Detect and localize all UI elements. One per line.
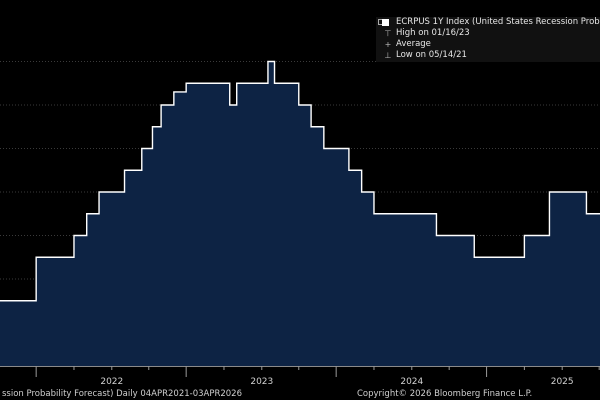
x-tick-label: 2023	[250, 377, 274, 387]
average-marker-icon: +	[384, 40, 392, 49]
footer-copyright: Copyright© 2026 Bloomberg Finance L.P.	[357, 389, 533, 399]
legend-average: + Average	[376, 39, 600, 50]
low-marker-icon: ⊥	[384, 51, 392, 60]
legend-low-label: Low on 05/14/21	[396, 50, 467, 60]
x-tick-label: 2022	[100, 377, 124, 387]
series-swatch-icon	[382, 19, 389, 26]
high-marker-icon: ⊤	[384, 29, 392, 38]
x-tick-label: 2024	[400, 377, 424, 387]
legend-average-label: Average	[396, 39, 431, 49]
x-axis	[0, 366, 600, 377]
series-area-fill	[0, 61, 600, 366]
series-area-group	[0, 60, 600, 366]
legend-series: ECRPUS 1Y Index (United States Recession…	[376, 17, 600, 28]
legend-low: ⊥ Low on 05/14/21	[376, 50, 600, 61]
x-tick-label: 2025	[550, 377, 574, 387]
legend-series-label: ECRPUS 1Y Index (United States Recession…	[396, 17, 600, 27]
legend-high: ⊤ High on 01/16/23	[376, 28, 600, 39]
legend-high-label: High on 01/16/23	[396, 28, 470, 38]
footer-series-description: ssion Probability Forecast) Daily 04APR2…	[2, 389, 242, 399]
series-line	[0, 60, 600, 302]
legend: ECRPUS 1Y Index (United States Recession…	[376, 17, 600, 62]
